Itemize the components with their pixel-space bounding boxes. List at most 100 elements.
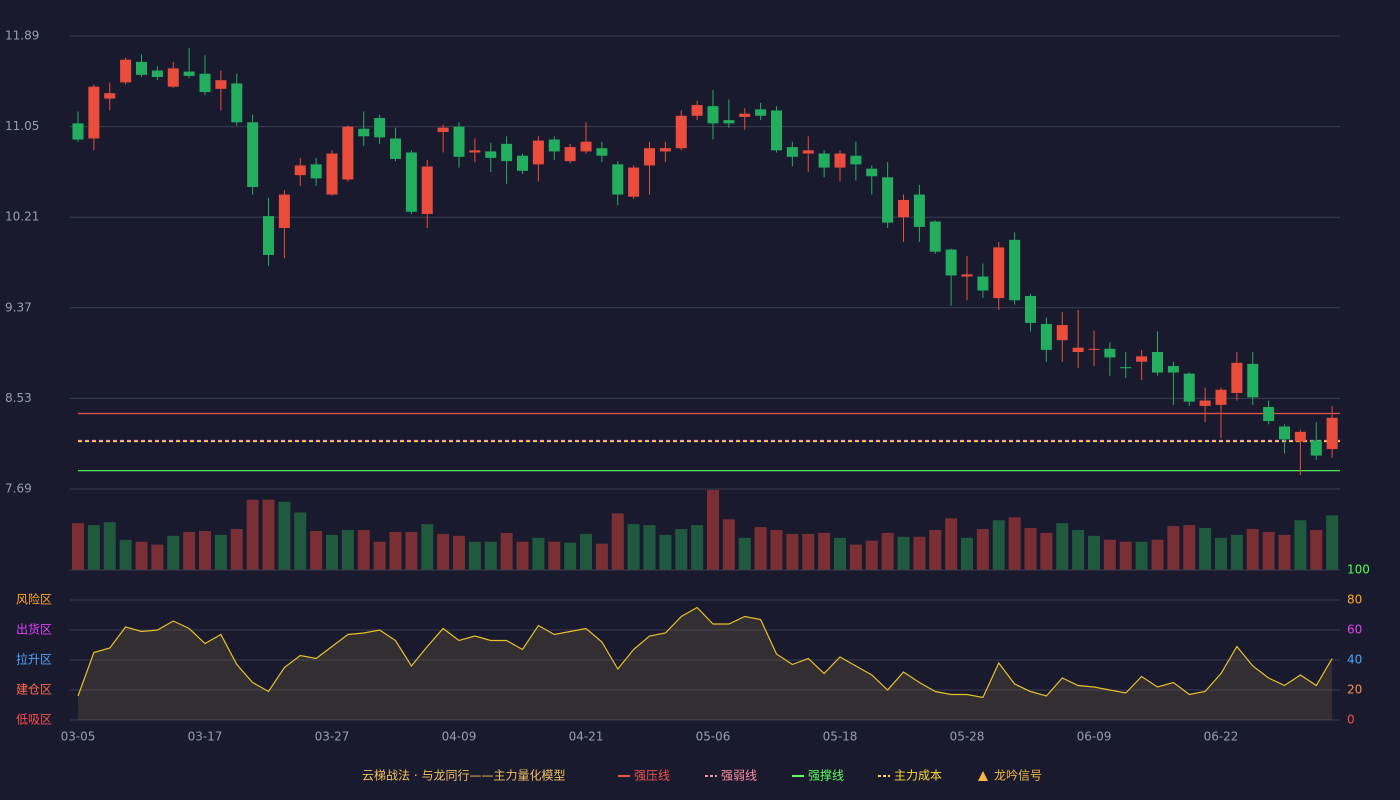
volume-bar [659,534,672,570]
volume-bar [405,531,418,570]
volume-bar [945,518,958,570]
candle-body [501,143,513,162]
candle-body [802,150,814,154]
candle-body [88,86,100,139]
candle-body [1104,348,1116,358]
candle-body [564,147,576,162]
candle-body [1040,323,1052,350]
volume-bar [1199,528,1212,570]
candle-body [120,59,132,83]
x-tick-label: 03-17 [188,730,223,744]
volume-bar [738,537,751,570]
volume-bar [437,533,450,570]
candle-body [1294,431,1306,442]
volume-bar [992,520,1005,570]
candle-body [1088,348,1100,350]
candle-body [1199,400,1211,406]
candle-body [945,249,957,276]
volume-bar [119,539,132,570]
candle-body [723,120,735,124]
volume-bar [595,543,608,570]
x-tick-label: 06-09 [1077,730,1112,744]
volume-bar [849,544,862,570]
volume-bar [357,530,370,570]
candle-body [342,126,354,180]
volume-bar [691,525,704,570]
zone-label: 出货区 [16,622,52,637]
volume-bar [516,541,529,570]
volume-bar [87,525,100,570]
x-tick-label: 03-05 [61,730,96,744]
volume-bar [1278,534,1291,570]
volume-bar [1040,532,1053,570]
candle-body [898,199,909,218]
candle-body [548,139,560,152]
indicator-line [77,606,1333,699]
candle-body [580,141,592,152]
volume-bar [103,522,116,570]
candle-body [993,247,1005,299]
volume-bar [1215,537,1227,570]
volume-bar [468,541,481,570]
volume-bar [1230,534,1243,570]
candle-body [612,164,624,195]
candle-body [1072,347,1084,353]
candle-body [1231,362,1243,394]
volume-bar [1056,523,1069,570]
volume-bar [707,490,719,570]
y-tick-label: 10.21 [5,210,39,224]
volume-bar [818,532,831,570]
candle-body [913,194,925,227]
candle-body [818,153,830,168]
candle-body [469,150,481,153]
volume-bar [532,537,545,570]
volume-bar [564,542,577,570]
volume-bar [1119,541,1132,570]
candle-body [739,113,751,117]
volume-bar [1103,539,1116,570]
x-tick-label: 05-06 [696,730,731,744]
legend-label: 主力成本 [894,769,942,783]
volume-bar [929,530,942,570]
volume-bar [643,525,656,570]
x-tick-label: 03-27 [315,730,350,744]
candle-body [882,177,894,223]
volume-bar [1294,520,1307,570]
candle-body [453,126,465,157]
candle-body [771,110,782,151]
candle-body [961,274,973,277]
volume-bar [722,519,735,570]
legend-label: 强撑线 [808,768,844,783]
candle-body [596,148,608,156]
candle-body [183,71,195,76]
candle-body [929,221,941,252]
candle-body [390,138,401,159]
legend-title: 云梯战法 · 与龙同行——主力量化模型 [362,769,565,783]
candle-body [532,140,544,165]
candle-body [834,153,846,168]
candle-body [199,73,211,93]
candle-body [1167,366,1179,373]
volume-bar [1135,541,1148,570]
candle-body [1247,363,1259,398]
candle-body [294,165,306,176]
volume-bar [1088,535,1100,570]
volume-bar [183,531,196,570]
volume-bar [294,512,307,570]
volume-bar [881,532,894,570]
volume-bar [389,531,402,570]
y-tick-label: 7.69 [5,482,32,496]
y-tick-label: 60 [1347,623,1362,637]
candle-body [1136,356,1148,362]
y-tick-label: 100 [1347,563,1370,577]
volume-bar [913,536,926,570]
volume-bar [1008,517,1021,570]
volume-bar [1326,515,1339,570]
candle-body [310,164,322,179]
candle-body [247,122,259,187]
volume-bar [675,529,688,570]
volume-bar [373,541,386,570]
candle-body [866,168,878,177]
legend-swatch [978,771,988,781]
